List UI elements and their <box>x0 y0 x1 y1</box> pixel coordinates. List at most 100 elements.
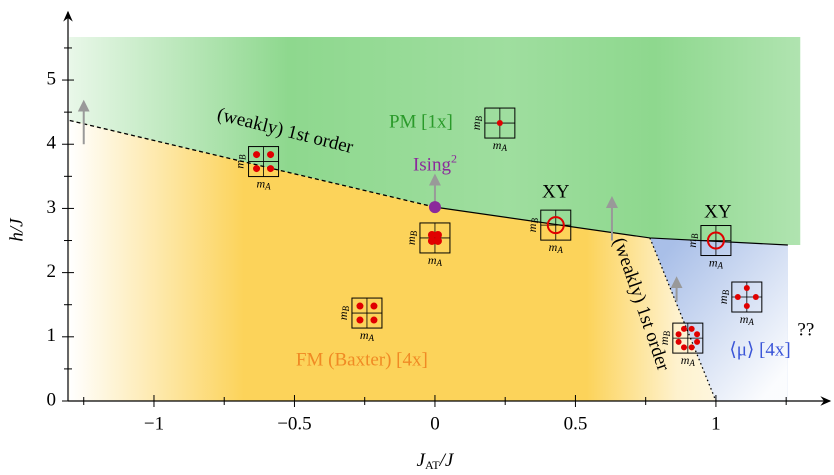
icon-label-symbol: m <box>232 160 246 169</box>
order-parameter-icon: m AmB <box>716 281 763 327</box>
icon-dot <box>694 338 701 345</box>
icon-label-sub: A <box>688 358 695 368</box>
icon-label: mB <box>404 230 419 245</box>
phase-label: ⟨μ⟩ [4x] <box>729 339 790 360</box>
icon-dot <box>681 344 688 351</box>
x-tick-label: 1 <box>711 413 721 434</box>
icon-dot <box>356 316 364 324</box>
icon-label-sub: B <box>530 218 540 224</box>
icon-label-sub: A <box>264 182 271 192</box>
icon-label-sub: B <box>690 233 700 239</box>
icon-label: mB <box>716 289 731 304</box>
icon-label-symbol: m <box>404 236 418 245</box>
critical-point <box>428 201 441 214</box>
icon-label-sub: A <box>717 261 724 271</box>
icon-dot <box>675 338 682 345</box>
icon-dot <box>743 303 750 310</box>
icon-label-symbol: m <box>525 223 539 232</box>
x-tick-label: 0 <box>430 413 440 434</box>
icon-dot <box>496 120 503 127</box>
icon-label-symbol: m <box>681 353 690 367</box>
icon-label-symbol: m <box>428 253 437 267</box>
icon-label: mA <box>549 240 564 255</box>
icon-dot <box>433 230 442 239</box>
icon-label-sub: A <box>556 245 563 255</box>
icon-dot <box>253 151 261 159</box>
icon-label-sub: B <box>341 305 351 311</box>
icon-dot <box>688 344 695 351</box>
icon-dot <box>734 294 741 301</box>
fm-region-fade <box>69 120 716 402</box>
icon-label-sub: A <box>436 258 443 268</box>
icon-label: mA <box>428 253 443 268</box>
icon-label-sub: A <box>368 333 375 343</box>
icon-label-sub: B <box>474 115 484 121</box>
icon-label-symbol: m <box>549 240 558 254</box>
icon-dot <box>267 151 275 159</box>
icon-label-symbol: m <box>493 138 502 152</box>
icon-label-symbol: m <box>709 255 718 269</box>
icon-label-sub: B <box>721 289 731 295</box>
x-tick-label: −1 <box>144 413 164 434</box>
icon-label-symbol: m <box>685 239 699 248</box>
y-tick-label: 5 <box>47 68 57 89</box>
icon-label-symbol: m <box>657 336 671 345</box>
icon-label: mA <box>709 255 724 270</box>
x-tick-label: 0.5 <box>564 413 588 434</box>
point-label: Ising2 <box>413 151 457 176</box>
icon-label: mA <box>493 138 508 153</box>
y-axis-label: h/J <box>6 217 27 242</box>
icon-dot <box>370 316 378 324</box>
icon-label-symbol: m <box>716 295 730 304</box>
x-axis-label: JAT/J <box>417 450 455 471</box>
icon-label: mB <box>685 233 700 248</box>
icon-label-sub: A <box>500 143 507 153</box>
icon-dot <box>427 236 436 245</box>
icon-dot <box>752 294 759 301</box>
phase-label: XY <box>542 181 570 202</box>
icon-dot <box>356 302 364 310</box>
y-tick-label: 1 <box>47 325 57 346</box>
icon-dot <box>681 325 688 332</box>
icon-label: mB <box>469 115 484 130</box>
icon-ring <box>546 216 565 235</box>
phase-label: FM (Baxter) [4x] <box>296 350 428 371</box>
icon-dot <box>688 325 695 332</box>
mu-region-fade <box>649 237 788 401</box>
icon-label: mB <box>232 154 247 169</box>
x-label-main: J <box>417 450 427 471</box>
phase-label: ?? <box>797 319 814 340</box>
phase-label: XY <box>704 201 732 222</box>
pm-region-fade <box>69 37 801 246</box>
order-parameter-icon: mA mB <box>336 297 383 343</box>
icon-label: mA <box>256 176 271 191</box>
x-label-rest: /J <box>439 450 455 471</box>
icon-dot <box>253 165 261 173</box>
icon-label: mB <box>336 305 351 320</box>
icon-label-sub: B <box>238 154 248 160</box>
icon-dot <box>267 165 275 173</box>
icon-label: mA <box>360 328 375 343</box>
icon-dot <box>675 331 682 338</box>
phase-label: PM [1x] <box>389 111 453 132</box>
icon-dot <box>433 236 442 245</box>
icon-label-sub: A <box>747 317 754 327</box>
icon-label-symbol: m <box>256 176 265 190</box>
icon-label-sub: B <box>409 230 419 236</box>
icon-dot <box>370 302 378 310</box>
y-tick-label: 2 <box>47 261 57 282</box>
x-label-sub: AT <box>425 458 440 472</box>
icon-dot <box>694 331 701 338</box>
icon-label: mB <box>657 331 672 346</box>
icon-ring <box>706 231 725 250</box>
icon-dot <box>743 285 750 292</box>
x-tick-label: −0.5 <box>277 413 311 434</box>
icon-label: mB <box>525 218 540 233</box>
point-label-sup: 2 <box>451 151 457 165</box>
icon-label: mA <box>681 353 696 368</box>
